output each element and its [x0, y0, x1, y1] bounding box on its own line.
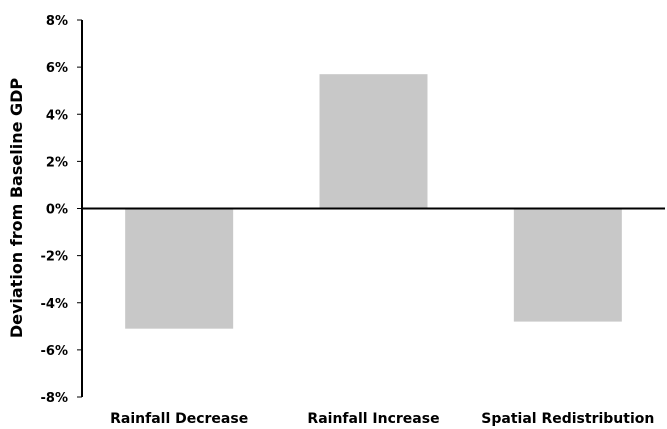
x-category-label: Rainfall Decrease — [110, 411, 248, 427]
y-tick-label: 6% — [46, 61, 68, 76]
x-category-label: Spatial Redistribution — [481, 411, 654, 427]
x-category-label: Rainfall Increase — [307, 411, 439, 427]
y-tick-label: 4% — [46, 108, 68, 123]
x-axis-labels: Rainfall Decrease Rainfall Increase Spatia… — [110, 411, 654, 427]
bar-spatial-redistribution — [513, 208, 622, 322]
bars-group — [125, 74, 622, 329]
y-axis-title: Deviation from Baseline GDP — [7, 78, 26, 339]
y-tick-label: -4% — [41, 297, 68, 312]
y-axis-ticks: -8% -6% -4% -2% 0% 2% 4% 6% 8% — [41, 14, 82, 406]
bar-rainfall-decrease — [125, 208, 234, 329]
y-tick-label: -8% — [41, 391, 68, 406]
y-tick-label: 8% — [46, 14, 68, 29]
y-tick-label: 2% — [46, 155, 68, 170]
y-tick-label: -2% — [41, 250, 68, 265]
bar-rainfall-increase — [319, 74, 428, 209]
y-tick-label: -6% — [41, 344, 68, 359]
y-tick-label: 0% — [46, 203, 68, 218]
